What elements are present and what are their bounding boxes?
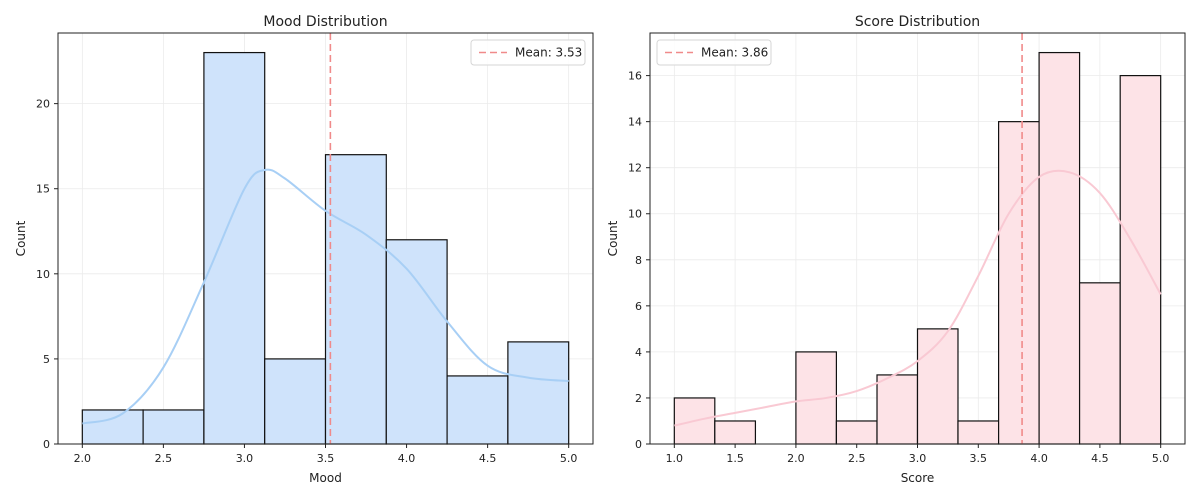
x-tick-label: 4.0 — [398, 452, 416, 465]
y-tick-label: 12 — [628, 162, 642, 175]
histogram-bar — [446, 375, 509, 445]
y-tick-label: 4 — [635, 346, 642, 359]
histogram-bar — [385, 239, 448, 445]
y-tick-label: 8 — [635, 254, 642, 267]
chart-title: Score Distribution — [855, 14, 980, 30]
x-tick-label: 3.0 — [909, 452, 927, 465]
histogram-bar — [714, 420, 757, 445]
chart-title: Mood Distribution — [263, 14, 387, 30]
legend-mean-label: Mean: 3.53 — [515, 46, 582, 60]
histogram-bar — [876, 374, 919, 445]
y-tick-label: 2 — [635, 392, 642, 405]
histogram-bar — [835, 420, 878, 445]
histogram-bar — [1038, 51, 1081, 445]
y-tick-label: 0 — [635, 438, 642, 451]
x-tick-label: 3.0 — [236, 452, 254, 465]
histogram-bar — [1078, 282, 1121, 445]
score-distribution-chart: 1.0 1.5 2.0 2.5 3.0 3.5 4.0 4.5 5.0 0 2 4 6 8 10 12 14 16… — [606, 14, 1186, 485]
mood-distribution-chart: 2.0 2.5 3.0 3.5 4.0 4.5 5.0 0 5 10 15 20 Mood Distri… — [14, 14, 594, 485]
x-tick-label: 5.0 — [1152, 452, 1170, 465]
x-tick-label: 1.5 — [726, 452, 744, 465]
x-tick-label: 4.0 — [1030, 452, 1048, 465]
x-tick-label: 5.0 — [560, 452, 578, 465]
y-tick-label: 15 — [36, 183, 50, 196]
x-tick-label: 3.5 — [317, 452, 335, 465]
histogram-bar — [142, 409, 205, 445]
x-tick-label: 2.5 — [155, 452, 173, 465]
histogram-bar — [81, 409, 144, 445]
histogram-bar — [1119, 74, 1162, 445]
y-tick-label: 16 — [628, 70, 642, 83]
legend-mean-label: Mean: 3.86 — [701, 46, 768, 60]
legend-box — [470, 39, 586, 66]
histogram-bar — [998, 121, 1040, 445]
x-tick-label: 4.5 — [479, 452, 497, 465]
y-tick-label: 14 — [628, 116, 642, 129]
legend-box — [656, 39, 772, 66]
y-tick-label: 5 — [43, 353, 50, 366]
y-axis-label: Count — [606, 220, 620, 256]
kde-curve — [82, 168, 569, 425]
y-axis-label: Count — [14, 220, 28, 256]
histogram-bar — [324, 154, 387, 445]
y-tick-label: 10 — [628, 208, 642, 221]
x-tick-label: 4.5 — [1091, 452, 1109, 465]
y-tick-label: 10 — [36, 268, 50, 281]
histogram-bar — [507, 341, 570, 445]
legend: Mean: 3.86 — [656, 39, 772, 66]
x-tick-label: 1.0 — [666, 452, 684, 465]
histogram-bar — [916, 328, 959, 445]
x-axis-label: Score — [901, 471, 935, 485]
histogram-bar — [957, 420, 1000, 445]
histogram-bar — [264, 358, 327, 445]
kde-curve — [674, 169, 1162, 427]
x-tick-label: 2.0 — [787, 452, 805, 465]
x-tick-label: 3.5 — [970, 452, 988, 465]
x-axis-label: Mood — [309, 471, 342, 485]
y-tick-label: 6 — [635, 300, 642, 313]
x-tick-label: 2.0 — [74, 452, 92, 465]
y-tick-label: 0 — [43, 438, 50, 451]
histogram-bar — [203, 51, 266, 445]
x-tick-label: 2.5 — [848, 452, 866, 465]
y-tick-label: 20 — [36, 98, 50, 111]
legend: Mean: 3.53 — [470, 39, 586, 66]
